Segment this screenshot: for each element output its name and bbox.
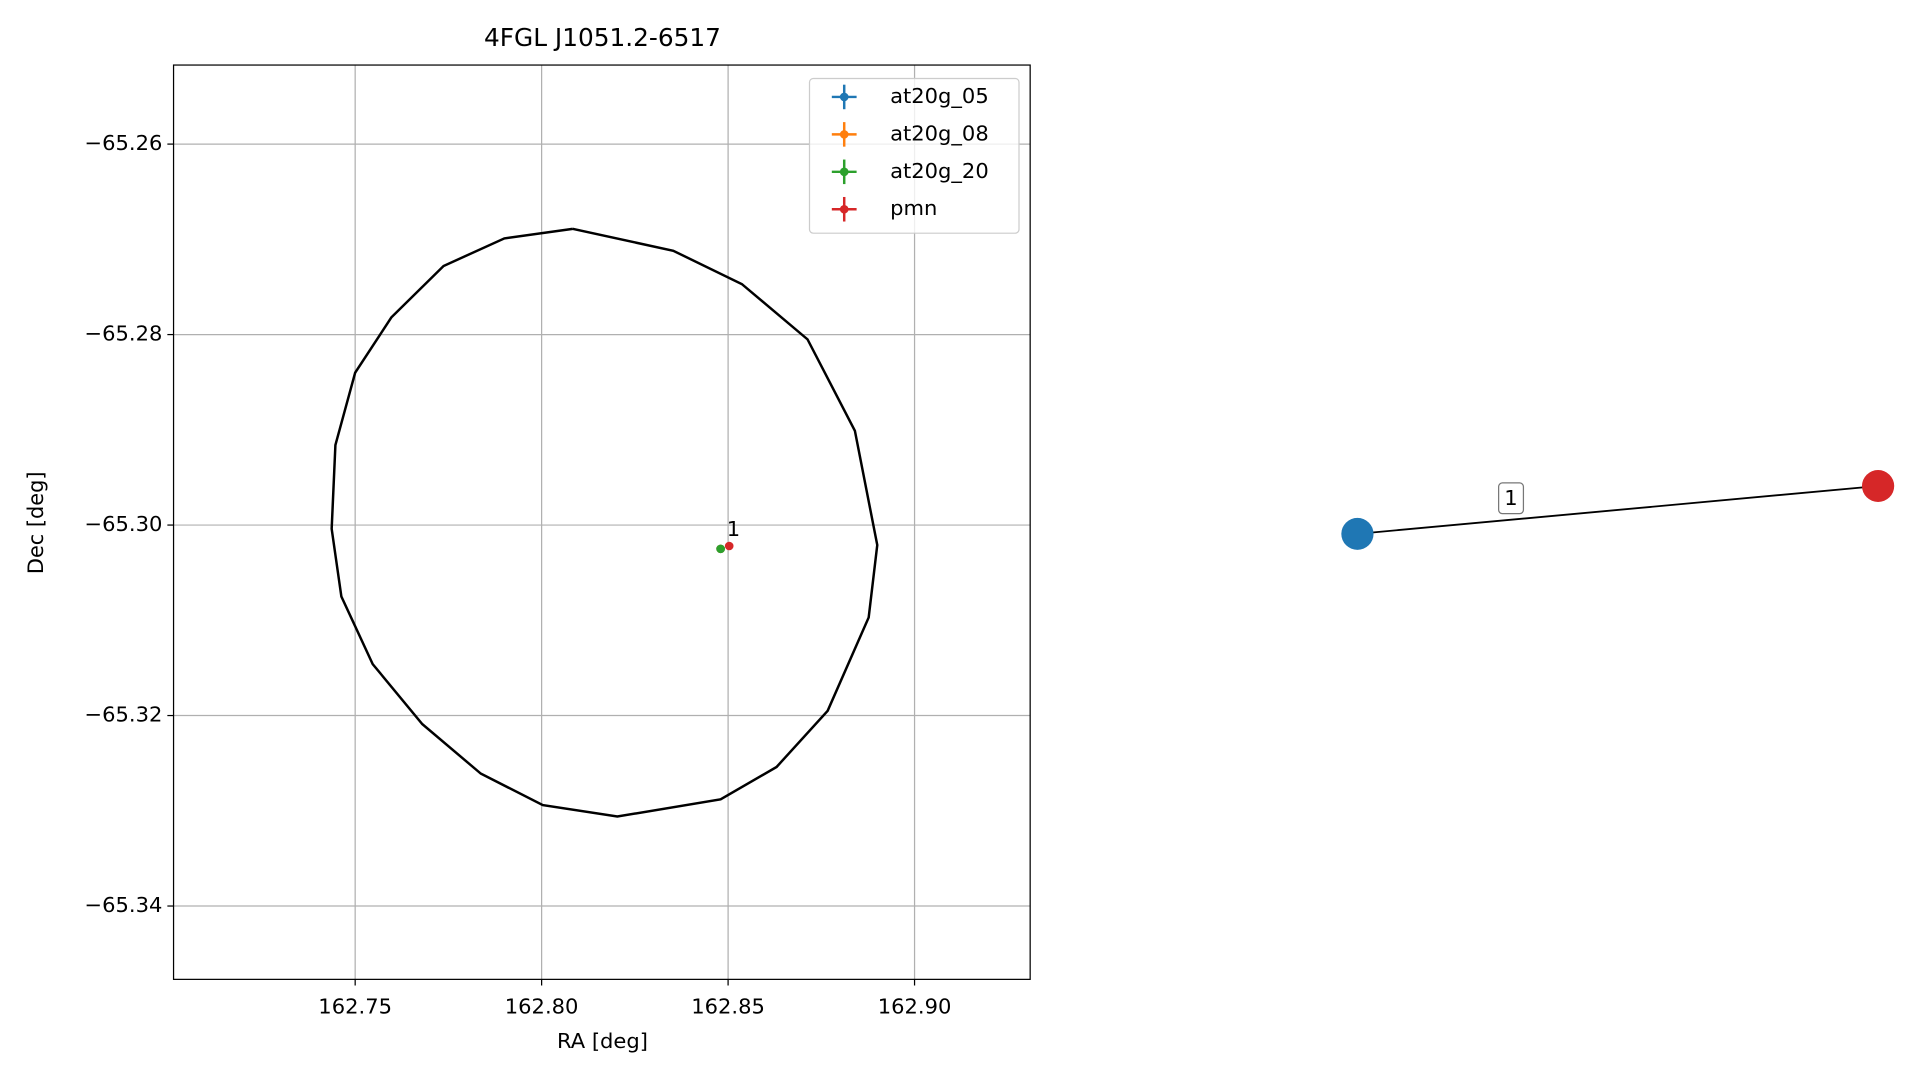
legend-label: pmn bbox=[890, 196, 937, 220]
point bbox=[716, 544, 725, 554]
edge-label: 1 bbox=[1504, 486, 1517, 510]
y-tick-label: −65.26 bbox=[84, 131, 162, 155]
legend-label: at20g_08 bbox=[890, 121, 989, 146]
node bbox=[1861, 470, 1895, 502]
x-tick-label: 162.80 bbox=[505, 995, 579, 1019]
edge-label-box bbox=[1498, 482, 1525, 515]
chart-title: 4FGL J1051.2-6517 bbox=[484, 23, 721, 52]
legend-marker bbox=[839, 92, 849, 102]
legend-marker bbox=[839, 204, 849, 214]
legend-label: at20g_05 bbox=[890, 84, 989, 109]
legend-marker bbox=[839, 130, 849, 139]
plot-frame bbox=[172, 64, 1031, 980]
legend-marker bbox=[839, 167, 849, 177]
edge bbox=[1357, 485, 1879, 535]
y-tick-label: −65.32 bbox=[84, 703, 162, 727]
annotation: 1 bbox=[727, 517, 740, 541]
x-axis-label: RA [deg] bbox=[557, 1029, 648, 1053]
y-tick-label: −65.34 bbox=[84, 893, 162, 917]
legend-label: at20g_20 bbox=[890, 159, 989, 184]
x-tick-label: 162.85 bbox=[691, 995, 765, 1019]
x-tick-label: 162.75 bbox=[318, 995, 392, 1019]
y-axis-label: Dec [deg] bbox=[24, 472, 48, 575]
point bbox=[724, 541, 734, 551]
error-ellipse bbox=[330, 227, 879, 818]
legend-box bbox=[808, 77, 1020, 234]
y-tick-label: −65.30 bbox=[84, 512, 162, 536]
x-tick-label: 162.90 bbox=[878, 995, 952, 1019]
node bbox=[1341, 517, 1374, 550]
y-tick-label: −65.28 bbox=[84, 322, 162, 346]
